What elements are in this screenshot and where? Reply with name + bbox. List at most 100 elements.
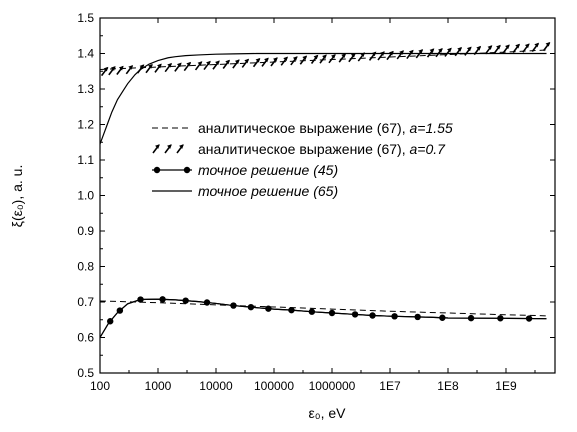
x-tick-label-6: 1E8 xyxy=(437,379,459,393)
arrow-point-6 xyxy=(154,63,162,73)
arrow-point-40-head xyxy=(487,45,493,50)
legend-label-dots: точное решение (45) xyxy=(198,162,338,178)
y-tick-label-5: 1.0 xyxy=(77,189,94,203)
arrow-point-7 xyxy=(164,62,173,73)
arrow-point-5 xyxy=(145,63,153,74)
arrow-point-28-head xyxy=(371,51,377,57)
legend-sample-arrows xyxy=(152,144,184,154)
ticks-layer: 0.5 0.6 0.7 0.8 0.9 1.0 1.1 1.2 1.3 1.4 1.5 100 1000… xyxy=(77,11,555,393)
arrow-point-42-head xyxy=(505,44,510,50)
legend-label-arrows: аналитическое выражение (67), a=0.7 xyxy=(198,141,446,157)
y-tick-label-9: 1.4 xyxy=(77,47,94,61)
arrow-point-43-head xyxy=(515,43,520,49)
arrow-point-28 xyxy=(368,51,377,61)
arrow-point-1-head xyxy=(110,66,116,71)
series-lower_solid xyxy=(99,298,547,338)
series-upper_arrows xyxy=(100,41,551,77)
y-tick-label-6: 1.1 xyxy=(77,153,94,167)
arrow-point-8-head xyxy=(176,62,182,68)
arrow-point-34-head xyxy=(429,48,435,54)
arrow-point-19 xyxy=(280,56,288,66)
arrow-point-26 xyxy=(348,52,356,63)
series-upper_solid xyxy=(99,52,547,145)
arrow-point-46 xyxy=(542,41,551,52)
arrow-point-0 xyxy=(100,66,109,77)
arrow-point-3 xyxy=(125,65,134,75)
x-tick-label-0: 100 xyxy=(90,379,110,393)
arrow-point-33 xyxy=(415,49,424,59)
arrow-point-46-head xyxy=(545,41,551,47)
y-tick-label-3: 0.8 xyxy=(77,260,94,274)
arrow-point-45-head xyxy=(534,42,540,48)
arrow-point-18 xyxy=(270,57,278,67)
arrow-point-35 xyxy=(435,47,443,58)
arrow-point-37 xyxy=(454,46,462,57)
arrow-point-13-head xyxy=(225,59,230,65)
arrow-point-27-head xyxy=(360,52,366,57)
arrow-point-14-head xyxy=(234,59,240,65)
arrow-point-5-head xyxy=(148,63,153,69)
arrow-point-41 xyxy=(493,44,501,55)
arrow-point-14 xyxy=(232,59,240,69)
y-axis-label: ξ(ε₀), a. u. xyxy=(9,165,25,228)
legend-item-dashed: аналитическое выражение (67), a=1.55 xyxy=(152,120,453,136)
arrow-point-40 xyxy=(484,45,493,55)
arrow-point-10 xyxy=(194,61,203,71)
arrow-point-16 xyxy=(252,57,261,68)
y-tick-label-2: 0.7 xyxy=(77,295,94,309)
arrow-point-31 xyxy=(396,50,404,60)
arrow-point-43 xyxy=(512,43,520,54)
arrow-point-24 xyxy=(328,54,336,64)
arrow-point-2-head xyxy=(118,65,124,71)
legend-arrow-2 xyxy=(176,144,184,154)
legend-dot-0 xyxy=(153,166,161,174)
legend-label-solid: точное решение (65) xyxy=(198,183,338,199)
arrow-point-17 xyxy=(261,57,269,67)
arrow-point-7-head xyxy=(167,62,173,68)
arrow-point-35-head xyxy=(438,47,443,53)
arrow-point-19-head xyxy=(283,56,288,62)
arrow-point-22-head xyxy=(313,54,319,60)
arrow-point-33-head xyxy=(418,49,424,54)
arrow-point-11-head xyxy=(206,60,211,66)
arrow-point-45 xyxy=(531,42,540,52)
x-tick-label-5: 1E7 xyxy=(379,379,401,393)
arrow-point-12-head xyxy=(215,60,220,66)
arrow-point-18-head xyxy=(273,57,278,62)
arrow-point-17-head xyxy=(264,57,269,63)
legend-sample-dots xyxy=(152,166,192,174)
arrow-point-38 xyxy=(464,46,472,56)
arrow-point-37-head xyxy=(457,46,462,52)
legend-label-dashed: аналитическое выражение (67), a=1.55 xyxy=(198,120,453,136)
arrow-point-11 xyxy=(203,60,211,71)
arrow-point-2 xyxy=(116,65,124,76)
arrow-point-4-head xyxy=(139,64,145,70)
arrow-point-13 xyxy=(222,59,230,69)
arrow-point-32-head xyxy=(408,49,414,55)
arrow-point-1 xyxy=(108,66,116,76)
y-tick-label-7: 1.2 xyxy=(77,118,94,132)
x-tick-label-3: 100000 xyxy=(254,379,294,393)
arrow-point-0-head xyxy=(103,66,109,72)
legend-dot-1 xyxy=(183,166,191,174)
arrow-point-25 xyxy=(338,53,346,63)
arrow-point-24-head xyxy=(331,54,336,59)
x-tick-label-1: 1000 xyxy=(145,379,172,393)
arrow-point-27 xyxy=(357,52,366,62)
y-tick-label-0: 0.5 xyxy=(77,366,94,380)
arrow-point-20 xyxy=(290,56,298,66)
arrow-point-4 xyxy=(136,64,145,74)
arrow-point-44 xyxy=(522,43,530,53)
arrow-point-23 xyxy=(319,54,327,64)
arrow-point-8 xyxy=(174,62,182,72)
arrow-point-30 xyxy=(386,50,394,61)
arrow-point-39 xyxy=(473,45,482,56)
series-layer xyxy=(99,41,551,338)
arrow-point-38-head xyxy=(466,46,472,52)
arrow-point-44-head xyxy=(524,43,530,49)
arrow-point-36 xyxy=(444,47,452,57)
arrow-point-15-head xyxy=(244,58,250,64)
legend-item-dots: точное решение (45) xyxy=(152,162,338,178)
arrow-point-10-head xyxy=(197,61,203,66)
arrow-point-16-head xyxy=(255,57,261,63)
